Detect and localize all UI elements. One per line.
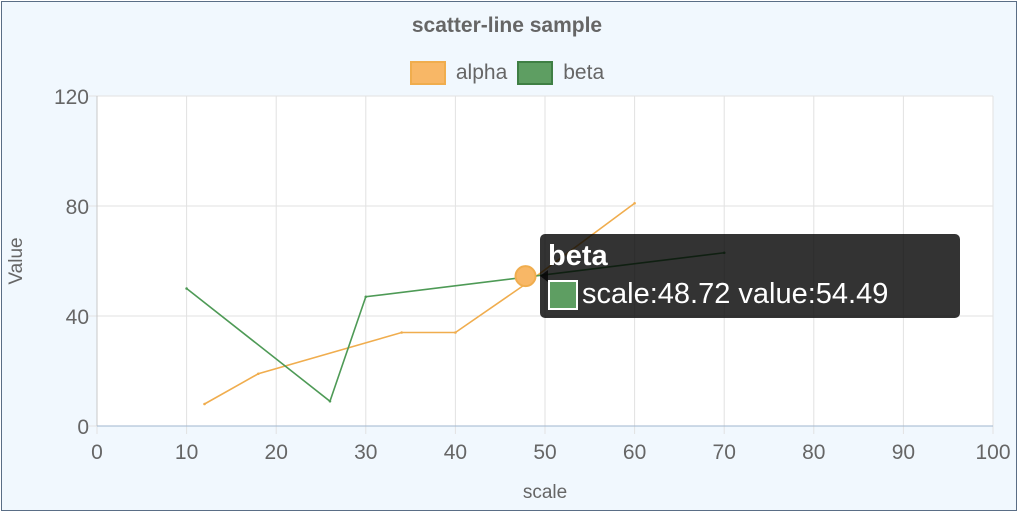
data-point-beta[interactable]: [185, 287, 188, 290]
x-tick-label: 30: [354, 441, 377, 464]
x-tick-label: 100: [975, 441, 1010, 464]
legend-swatch-alpha: [409, 61, 446, 85]
tooltip-row: scale:48.72 value:54.49: [548, 278, 888, 311]
tooltip-text: scale:48.72 value:54.49: [582, 278, 889, 310]
x-tick-label: 50: [533, 441, 556, 464]
data-point-beta[interactable]: [364, 295, 368, 299]
tooltip-swatch: [548, 279, 578, 310]
x-axis-label: scale: [523, 482, 567, 503]
x-tick-label: 90: [892, 441, 915, 464]
y-tick-label: 0: [77, 416, 89, 439]
tick-labels: 0 10 20 30 40 50 60 70 80 90 100 0 40 80 120: [54, 86, 1011, 464]
x-tick-label: 40: [444, 441, 467, 464]
data-point-beta[interactable]: [328, 399, 332, 403]
y-tick-label: 120: [54, 86, 89, 109]
y-tick-label: 40: [66, 306, 89, 329]
legend-swatch-beta: [517, 61, 554, 85]
x-tick-label: 60: [623, 441, 646, 464]
chart-title: scatter-line sample: [411, 14, 603, 37]
x-tick-label: 70: [713, 441, 736, 464]
legend: alpha beta: [0, 58, 1014, 88]
y-tick-label: 80: [66, 196, 89, 219]
tooltip: beta scale:48.72 value:54.49: [540, 234, 960, 318]
data-point-alpha[interactable]: [256, 372, 260, 376]
y-axis-label: Value: [6, 237, 27, 284]
legend-item-alpha[interactable]: alpha: [409, 58, 508, 88]
x-tick-label: 80: [802, 441, 825, 464]
legend-item-beta[interactable]: beta: [517, 58, 604, 88]
legend-label-beta: beta: [563, 61, 605, 84]
data-point-alpha[interactable]: [454, 331, 457, 334]
x-tick-label: 10: [175, 441, 198, 464]
data-point-alpha[interactable]: [203, 402, 206, 406]
data-point-alpha[interactable]: [633, 201, 636, 205]
hovered-point[interactable]: [514, 265, 537, 288]
tooltip-title: beta: [548, 240, 608, 272]
legend-label-alpha: alpha: [455, 61, 508, 84]
data-point-alpha[interactable]: [400, 331, 403, 334]
x-tick-label: 0: [91, 441, 103, 464]
x-tick-label: 20: [265, 441, 288, 464]
